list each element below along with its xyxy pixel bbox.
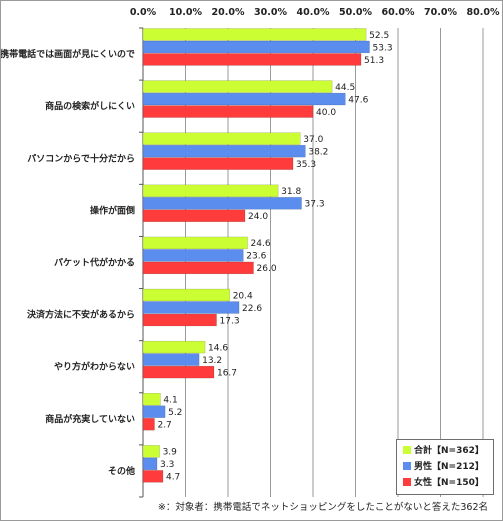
bar [142, 288, 230, 302]
bar [142, 80, 333, 93]
tick-label: 80.0% [467, 7, 500, 18]
bar [142, 209, 246, 222]
data-label: 20.4 [233, 291, 253, 301]
category-label: 商品が充実していない [45, 413, 135, 425]
bar [142, 157, 294, 170]
legend-swatch-female [403, 478, 411, 486]
data-label: 37.3 [305, 200, 325, 210]
data-label: 4.7 [166, 473, 180, 483]
bar [142, 365, 215, 379]
data-label: 53.3 [373, 43, 393, 53]
data-label: 13.2 [202, 356, 222, 366]
data-label: 22.6 [242, 304, 262, 314]
tick-label: 10.0% [169, 7, 202, 18]
tick-label: 0.0% [130, 7, 157, 18]
legend-swatch-male [403, 462, 411, 470]
bar [142, 393, 161, 406]
category-label: 操作が面倒 [90, 204, 135, 216]
bar [142, 197, 302, 210]
data-label: 40.0 [316, 108, 336, 118]
bar [142, 249, 244, 262]
category-label: 決済方法に不安があるから [27, 309, 135, 321]
data-label: 5.2 [168, 408, 182, 418]
bar [142, 418, 155, 431]
data-label: 24.0 [248, 212, 268, 222]
legend-label-female: 女性【N=150】 [414, 478, 484, 488]
category-label: 商品の検索がしにくい [45, 100, 135, 112]
bar [142, 132, 301, 145]
bar [142, 105, 314, 118]
bar [142, 236, 248, 250]
bar [142, 92, 346, 106]
data-label: 2.7 [157, 421, 171, 431]
data-label: 44.5 [335, 83, 355, 93]
category-label: 携帯電話では画面が見にくいので [1, 48, 135, 60]
legend-item-total: 合計【N=362】 [403, 444, 484, 458]
bar [142, 457, 158, 471]
bar [142, 40, 370, 54]
data-label: 3.9 [163, 448, 178, 458]
data-label: 14.6 [208, 343, 228, 353]
bar [142, 301, 240, 314]
bar [142, 470, 164, 483]
legend-item-male: 男性【N=212】 [403, 460, 484, 474]
data-label: 47.6 [348, 95, 368, 105]
tick-label: 20.0% [212, 7, 245, 18]
bar [142, 405, 166, 418]
category-label: その他 [108, 465, 135, 477]
bar [142, 184, 279, 197]
bar [142, 313, 217, 327]
bar [142, 28, 367, 41]
legend-swatch-total [403, 446, 411, 454]
data-label: 51.3 [364, 56, 384, 66]
bar [142, 261, 254, 275]
data-label: 23.6 [246, 252, 266, 262]
data-label: 35.3 [296, 160, 316, 170]
bar [142, 445, 160, 458]
tick-label: 70.0% [424, 7, 457, 18]
category-label: やり方がわからない [54, 361, 135, 373]
category-label: パソコンからで十分だから [27, 152, 135, 164]
data-label: 4.1 [163, 396, 177, 406]
data-label: 38.2 [308, 147, 328, 157]
data-label: 3.3 [160, 460, 174, 470]
data-label: 31.8 [281, 187, 301, 197]
data-label: 52.5 [369, 31, 389, 41]
legend-item-female: 女性【N=150】 [403, 476, 484, 490]
legend: 合計【N=362】 男性【N=212】 女性【N=150】 [396, 439, 494, 495]
bar [142, 144, 306, 158]
data-label: 26.0 [257, 264, 277, 274]
bar [142, 53, 362, 66]
data-label: 24.6 [251, 239, 271, 249]
data-label: 17.3 [220, 316, 240, 326]
data-label: 16.7 [217, 368, 237, 378]
data-label: 37.0 [303, 135, 323, 145]
tick-label: 30.0% [254, 7, 287, 18]
tick-label: 40.0% [297, 7, 330, 18]
bar [142, 340, 206, 354]
tick-label: 50.0% [339, 7, 372, 18]
category-label: パケット代がかかる [54, 257, 135, 269]
bar [142, 353, 200, 366]
legend-label-total: 合計【N=362】 [414, 446, 484, 456]
legend-label-male: 男性【N=212】 [414, 462, 484, 472]
tick-label: 60.0% [382, 7, 415, 18]
footnote: ※：対象者：携帯電話でネットショッピングをしたことがないと答えた362名 [157, 502, 488, 513]
